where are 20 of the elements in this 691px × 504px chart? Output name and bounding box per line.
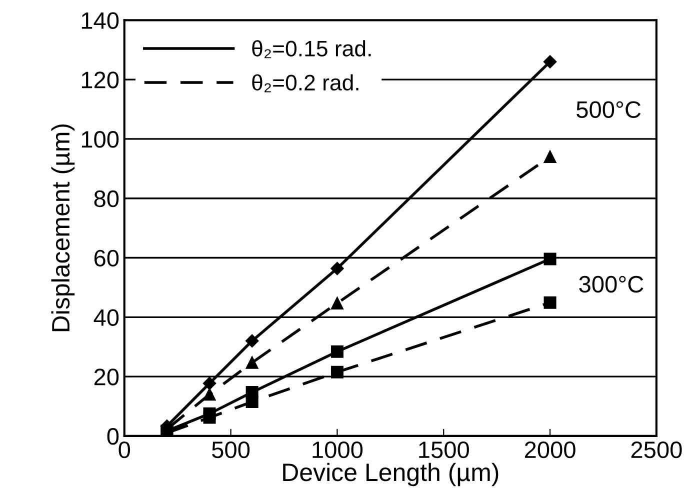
annotation: 300°C [579, 276, 644, 293]
y-tick-label: 20 [94, 368, 119, 386]
legend-label: θ₂=0.15 rad. [252, 40, 371, 58]
y-tick-label: 40 [94, 309, 119, 326]
y-axis-title: Displacement (µm) [51, 124, 75, 332]
y-tick-label: 120 [82, 72, 119, 88]
x-tick-label: 2500 [631, 441, 682, 458]
y-tick-label: 0 [107, 428, 119, 445]
y-tick-label: 60 [94, 250, 119, 267]
x-tick-label: 1000 [312, 441, 363, 458]
x-tick-label: 1500 [419, 441, 469, 458]
x-axis-title: Device Length (µm) [283, 462, 498, 486]
y-tick-label: 80 [94, 190, 119, 208]
x-tick-label: 2000 [524, 441, 576, 458]
annotation: 500°C [576, 101, 641, 118]
x-tick-label: 0 [118, 441, 130, 458]
legend-label: θ₂=0.2 rad. [252, 74, 358, 92]
y-tick-label: 100 [82, 131, 119, 148]
x-tick-label: 500 [212, 441, 250, 458]
y-tick-label: 140 [82, 12, 119, 29]
